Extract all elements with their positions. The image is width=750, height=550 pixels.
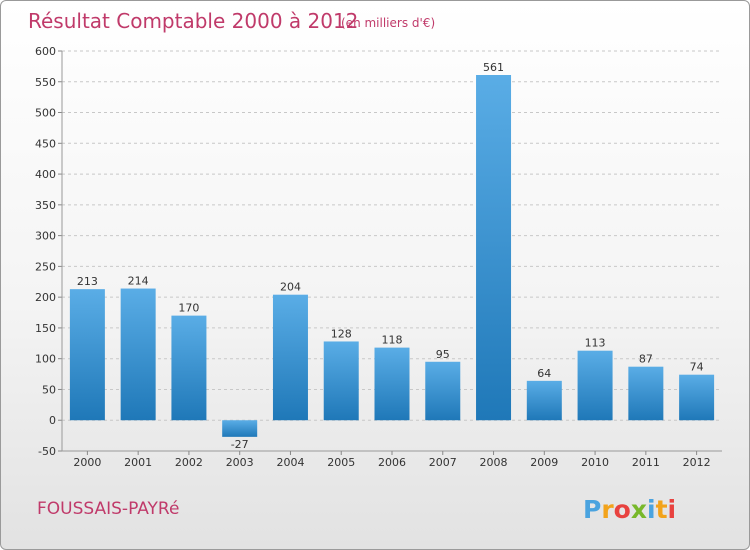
- bar-2006: [374, 347, 410, 421]
- y-tick-label: 550: [35, 76, 56, 89]
- data-label-2008: 561: [483, 61, 504, 74]
- logo-letter: i: [647, 495, 656, 524]
- x-tick-label-2008: 2008: [480, 456, 508, 469]
- data-label-2012: 74: [690, 361, 704, 374]
- bar-2005: [323, 341, 359, 421]
- y-tick-label: 400: [35, 168, 56, 181]
- y-tick-label: 500: [35, 107, 56, 120]
- bar-2002: [171, 315, 207, 421]
- x-tick-label-2000: 2000: [73, 456, 101, 469]
- y-tick-label: 100: [35, 353, 56, 366]
- bar-2007: [425, 361, 461, 421]
- bars: [69, 75, 715, 437]
- bar-2010: [577, 350, 613, 421]
- data-label-2009: 64: [537, 367, 551, 380]
- bar-2009: [526, 380, 562, 421]
- x-tick-label-2011: 2011: [632, 456, 660, 469]
- y-tick-label: 50: [42, 383, 56, 396]
- x-tick-label-2003: 2003: [226, 456, 254, 469]
- logo-letter: P: [583, 495, 601, 524]
- y-tick-label: 600: [35, 45, 56, 58]
- data-label-2002: 170: [178, 302, 199, 315]
- data-label-2007: 95: [436, 348, 450, 361]
- data-label-2010: 113: [585, 337, 606, 350]
- data-label-2006: 118: [382, 334, 403, 347]
- logo-letter: o: [614, 495, 631, 524]
- x-tick-label-2001: 2001: [124, 456, 152, 469]
- data-label-2005: 128: [331, 327, 352, 340]
- y-tick-label: 150: [35, 322, 56, 335]
- x-tick-label-2009: 2009: [530, 456, 558, 469]
- axes: -50 0 50 100 150 200 250 300 350 400 450 500 550 600 2…: [35, 45, 722, 469]
- bar-2003: [222, 420, 258, 437]
- data-label-2004: 204: [280, 281, 301, 294]
- data-label-2001: 214: [128, 275, 149, 288]
- logo-letter: x: [631, 495, 647, 524]
- logo-letter: r: [601, 495, 614, 524]
- bar-2012: [679, 374, 715, 421]
- y-tick-label: 350: [35, 199, 56, 212]
- bar-2008: [476, 75, 512, 421]
- data-label-2003: -27: [231, 438, 249, 451]
- logo-letter: i: [668, 495, 677, 524]
- y-tick-label: -50: [38, 445, 56, 458]
- data-labels: 213 214 170 -27 204 128 118 95 561 64 113 87 74: [77, 61, 704, 451]
- y-tick-label: 300: [35, 230, 56, 243]
- y-tick-label: 450: [35, 137, 56, 150]
- chart-unit: (en milliers d'€): [341, 16, 435, 30]
- logo-letter: t: [656, 495, 668, 524]
- chart-title: Résultat Comptable 2000 à 2012: [28, 9, 358, 33]
- bar-2011: [628, 366, 664, 421]
- y-tick-label: 0: [49, 414, 56, 427]
- data-label-2011: 87: [639, 353, 653, 366]
- bar-2004: [272, 294, 308, 421]
- x-tick-label-2007: 2007: [429, 456, 457, 469]
- y-tick-label: 200: [35, 291, 56, 304]
- x-tick-label-2004: 2004: [276, 456, 304, 469]
- x-tick-label-2005: 2005: [327, 456, 355, 469]
- bar-2001: [120, 288, 156, 421]
- x-tick-label-2012: 2012: [683, 456, 711, 469]
- y-tick-label: 250: [35, 260, 56, 273]
- commune-name: FOUSSAIS-PAYRé: [37, 499, 179, 519]
- proxiti-logo: Proxiti: [583, 495, 676, 524]
- x-tick-label-2006: 2006: [378, 456, 406, 469]
- data-label-2000: 213: [77, 275, 98, 288]
- x-tick-label-2002: 2002: [175, 456, 203, 469]
- x-tick-label-2010: 2010: [581, 456, 609, 469]
- bar-2000: [69, 289, 105, 421]
